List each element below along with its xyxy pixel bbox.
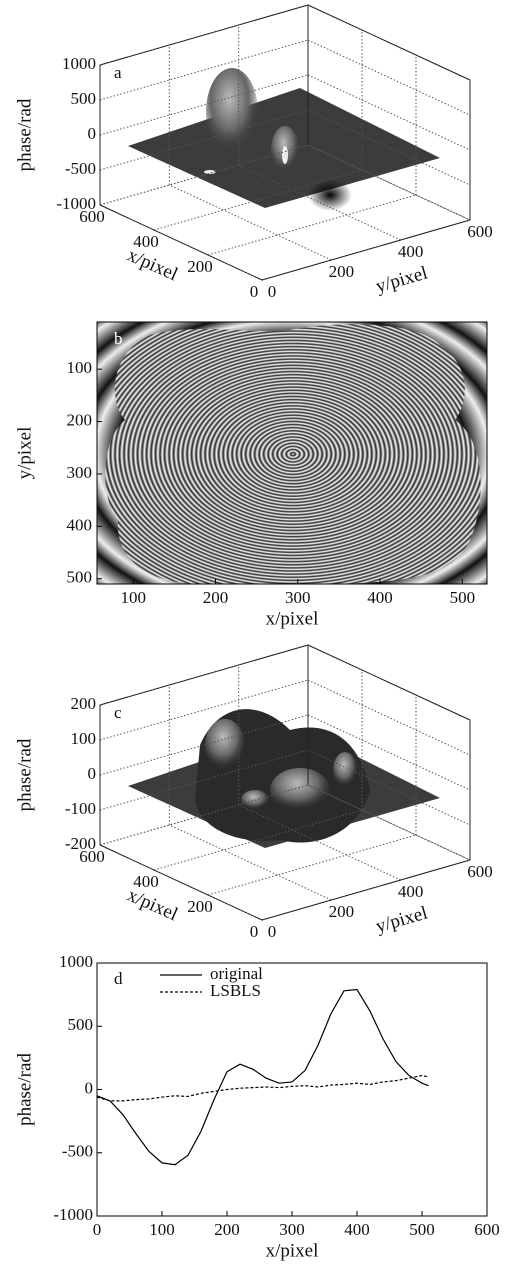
x-tick-label: 600: [79, 847, 105, 866]
y-axis-label: phase/rad: [14, 1053, 35, 1126]
y-tick-label: 500: [68, 1015, 94, 1034]
y-axis-label: y/pixel: [373, 903, 430, 938]
surface-a: [128, 68, 440, 211]
x-tick-label: 100: [149, 1220, 175, 1239]
x-tick-label: 200: [203, 588, 229, 607]
grid-line: [208, 835, 416, 895]
axis-line: [262, 220, 470, 280]
x-axis-label: x/pixel: [266, 1240, 319, 1261]
axis-line: [308, 645, 470, 720]
panel-label: b: [114, 329, 123, 348]
y-tick-label: 500: [67, 568, 93, 587]
z-tick-label: 100: [71, 729, 97, 748]
grid-line: [308, 40, 470, 115]
z-tick-label: 200: [71, 694, 97, 713]
axes-frame: [97, 963, 487, 1216]
x-tick-label: 300: [285, 588, 311, 607]
axis-line: [100, 645, 308, 705]
axis-line: [262, 860, 470, 920]
x-tick-label: 0: [250, 282, 259, 301]
y-tick-label: -500: [62, 1142, 93, 1161]
series-line: [97, 1076, 429, 1101]
panel-label: d: [114, 969, 123, 988]
y-tick-label: 600: [467, 862, 493, 881]
panel-label: c: [114, 703, 122, 722]
panel-label: a: [114, 63, 122, 82]
z-axis-label: phase/rad: [14, 738, 35, 811]
y-tick-label: 600: [467, 222, 493, 241]
y-tick-label: 1000: [59, 952, 93, 971]
y-tick-label: 400: [67, 515, 93, 534]
y-tick-label: 0: [268, 922, 277, 941]
y-tick-label: 200: [67, 410, 93, 429]
x-tick-label: 500: [409, 1220, 435, 1239]
grid-line: [100, 40, 308, 100]
figure: -1000-5000500100002004006000200400600aph…: [0, 0, 506, 1274]
z-tick-label: 1000: [62, 54, 96, 73]
legend-label: LSBLS: [210, 981, 261, 1000]
series-line: [97, 990, 429, 1165]
x-tick-label: 300: [279, 1220, 305, 1239]
axis-line: [100, 845, 262, 920]
y-tick-label: 200: [329, 902, 355, 921]
x-tick-label: 200: [187, 897, 213, 916]
x-tick-label: 200: [214, 1220, 240, 1239]
y-tick-label: 400: [398, 242, 424, 261]
y-tick-label: 400: [398, 882, 424, 901]
y-tick-label: -1000: [53, 1205, 93, 1224]
x-tick-label: 600: [474, 1220, 500, 1239]
y-tick-label: 100: [67, 358, 93, 377]
axis-line: [308, 5, 470, 80]
x-tick-label: 500: [450, 588, 476, 607]
x-tick-label: 400: [344, 1220, 370, 1239]
axis-line: [100, 5, 308, 65]
y-axis-label: y/pixel: [14, 427, 35, 480]
y-axis-label: y/pixel: [373, 263, 430, 298]
wrapped-phase-image: [97, 322, 487, 584]
x-tick-label: 0: [93, 1220, 102, 1239]
z-tick-label: 0: [88, 124, 97, 143]
y-tick-label: 300: [67, 463, 93, 482]
x-tick-label: 600: [79, 207, 105, 226]
x-tick-label: 200: [187, 257, 213, 276]
z-tick-label: 500: [71, 89, 97, 108]
z-tick-label: -100: [65, 799, 96, 818]
x-tick-label: 400: [367, 588, 393, 607]
z-axis-label: phase/rad: [14, 98, 35, 171]
z-tick-label: -500: [65, 159, 96, 178]
z-tick-label: 0: [88, 764, 97, 783]
axis-line: [100, 205, 262, 280]
x-tick-label: 0: [250, 922, 259, 941]
y-tick-label: 200: [329, 262, 355, 281]
y-tick-label: 0: [85, 1078, 94, 1097]
x-axis-label: x/pixel: [266, 608, 319, 629]
x-tick-label: 100: [120, 588, 146, 607]
y-tick-label: 0: [268, 282, 277, 301]
